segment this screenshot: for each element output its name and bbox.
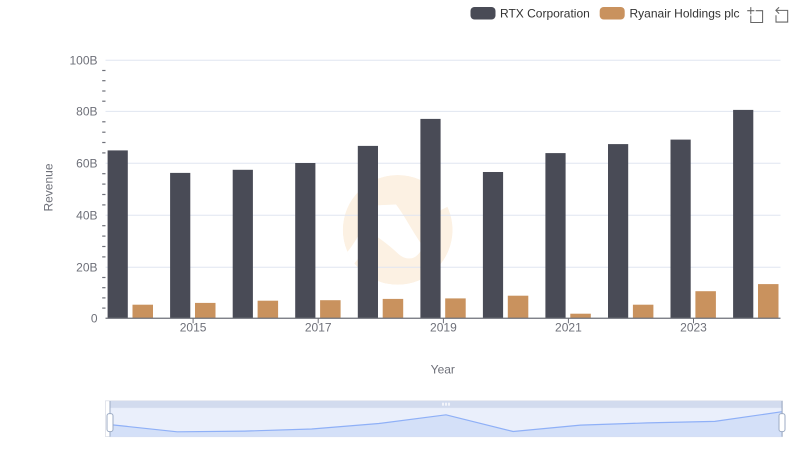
svg-text:60B: 60B [76,157,97,171]
svg-text:40B: 40B [76,209,97,223]
svg-text:Year: Year [431,362,455,376]
svg-text:RTX Corporation: RTX Corporation [500,7,590,21]
svg-text:2021: 2021 [555,320,582,334]
svg-text:2015: 2015 [180,320,207,334]
svg-text:2019: 2019 [430,320,457,334]
svg-text:100B: 100B [69,54,97,68]
svg-text:80B: 80B [76,105,97,119]
svg-text:Ryanair Holdings plc: Ryanair Holdings plc [630,7,740,21]
svg-text:20B: 20B [76,261,97,275]
svg-text:2023: 2023 [680,320,707,334]
svg-text:2017: 2017 [305,320,332,334]
svg-text:0: 0 [91,311,98,325]
svg-text:Revenue: Revenue [42,163,56,211]
